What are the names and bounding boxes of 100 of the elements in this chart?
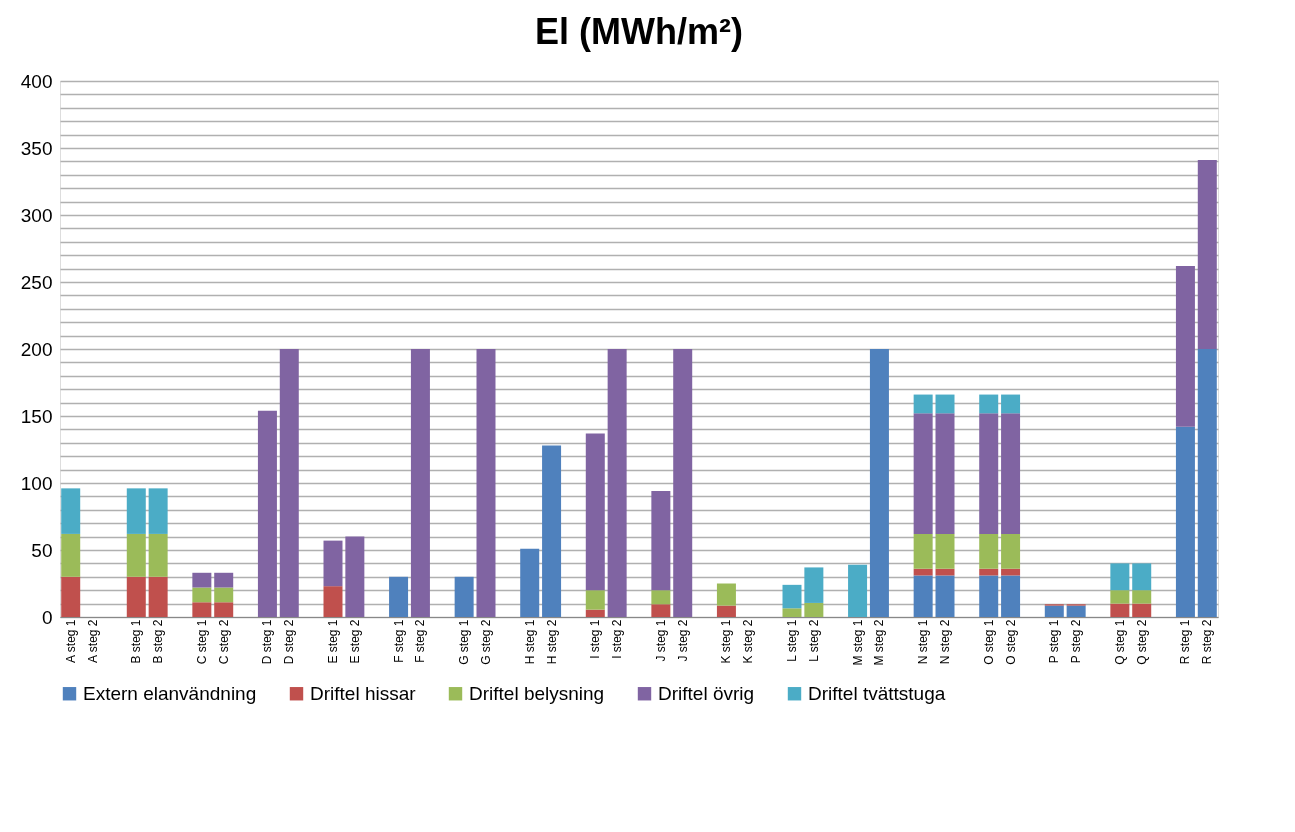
y-tick-label: 300 [20, 204, 53, 226]
bar [1110, 603, 1130, 617]
bar [848, 564, 868, 617]
bar [1110, 590, 1130, 604]
bar [935, 568, 955, 576]
x-tick-label: Q steg 2 [1134, 619, 1149, 665]
bar [607, 349, 627, 617]
bar [979, 394, 999, 414]
bar [913, 575, 933, 617]
bar [913, 413, 933, 534]
bar [651, 604, 671, 617]
y-tick-label: 400 [20, 70, 53, 92]
bar [1132, 563, 1152, 591]
bar [192, 602, 212, 617]
x-tick-label: B steg 1 [129, 619, 144, 664]
x-tick-label: L steg 1 [785, 619, 799, 662]
bar [913, 568, 933, 576]
x-tick-label: J steg 1 [653, 619, 668, 662]
y-tick-label: 250 [20, 271, 53, 293]
bar [1132, 603, 1152, 617]
x-tick-label: A steg 2 [85, 619, 100, 663]
bar [1175, 265, 1195, 427]
bar [585, 590, 605, 610]
bar [651, 590, 671, 605]
bar [1044, 605, 1064, 617]
x-tick-label: M steg 1 [850, 619, 865, 666]
bar [476, 349, 496, 617]
x-tick-label: D steg 2 [282, 619, 297, 665]
x-tick-label: L steg 2 [806, 619, 821, 662]
y-tick-label: 100 [20, 472, 53, 494]
bar [126, 488, 146, 534]
bar [935, 575, 955, 617]
bar [148, 533, 168, 577]
x-tick-label: G steg 1 [457, 619, 472, 665]
bar [979, 413, 999, 534]
x-tick-label: N steg 2 [938, 619, 952, 665]
bar [61, 533, 81, 577]
x-tick-label: A steg 1 [63, 619, 78, 663]
x-tick-label: E steg 2 [347, 619, 362, 664]
x-tick-label: H steg 1 [522, 619, 537, 665]
x-tick-label: C steg 1 [194, 619, 209, 665]
bar [1001, 533, 1021, 569]
bar [804, 602, 824, 617]
x-tick-label: K steg 2 [741, 619, 756, 664]
y-tick-label: 150 [20, 405, 53, 427]
bar [410, 349, 430, 617]
bar [542, 445, 562, 617]
bar [148, 576, 168, 617]
bar [913, 394, 933, 414]
x-tick-label: F steg 1 [391, 619, 406, 663]
bar [126, 576, 146, 617]
bar [454, 576, 474, 617]
bar [345, 536, 365, 617]
bar [716, 605, 736, 617]
bar [61, 576, 81, 617]
x-tick-label: I steg 2 [610, 619, 625, 659]
x-tick-label: B steg 2 [151, 619, 166, 664]
y-tick-label: 0 [41, 606, 53, 628]
bar [323, 586, 343, 617]
bar [979, 568, 999, 576]
bar [148, 488, 168, 534]
bar [869, 349, 889, 617]
bar [1175, 426, 1195, 617]
y-tick-label: 350 [20, 137, 53, 159]
bar [935, 394, 955, 414]
x-tick-label: O steg 1 [981, 619, 996, 665]
bar [585, 609, 605, 617]
legend-label: Driftel hissar [310, 682, 417, 704]
x-tick-label: M steg 2 [872, 619, 887, 666]
x-tick-label: R steg 1 [1178, 619, 1193, 665]
bar [214, 602, 234, 617]
x-tick-label: P steg 2 [1069, 619, 1084, 664]
bar [389, 576, 409, 617]
x-tick-label: P steg 1 [1047, 619, 1062, 664]
bar [782, 608, 802, 617]
bar [279, 349, 299, 617]
legend-label: Driftel övrig [658, 682, 755, 704]
bar [61, 488, 81, 534]
bar [1001, 394, 1021, 414]
x-tick-label: C steg 2 [216, 619, 231, 665]
chart-title: El (MWh/m²) [535, 11, 743, 52]
x-tick-label: Q steg 1 [1112, 619, 1127, 665]
x-tick-label: D steg 1 [260, 619, 275, 665]
y-tick-label: 50 [31, 539, 53, 561]
bar [1001, 413, 1021, 534]
bar [1001, 575, 1021, 617]
bar [585, 433, 605, 591]
bar [520, 548, 540, 617]
bar [192, 587, 212, 603]
bar [782, 584, 802, 609]
bar [1001, 568, 1021, 576]
bar [1197, 160, 1217, 349]
bar [979, 575, 999, 617]
bar [214, 587, 234, 603]
y-tick-label: 200 [20, 338, 53, 360]
bar [1066, 605, 1086, 617]
x-tick-label: E steg 1 [326, 619, 340, 664]
x-tick-label: J steg 2 [675, 619, 690, 662]
legend-label: Extern elanvändning [83, 682, 257, 704]
bar [716, 583, 736, 606]
